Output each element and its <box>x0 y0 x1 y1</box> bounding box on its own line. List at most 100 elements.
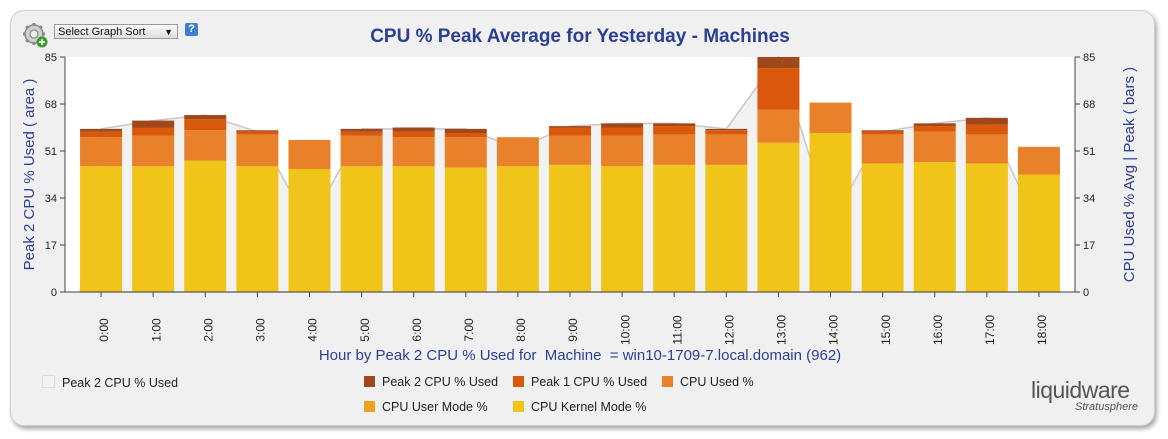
x-tick-label: 1:00 <box>149 318 163 342</box>
bar-segment <box>549 126 591 128</box>
legend-item-row2[interactable]: CPU User Mode % <box>364 400 488 414</box>
y-tick-label-left: 34 <box>45 193 57 205</box>
bar-segment <box>236 131 279 135</box>
bar-segment <box>861 134 904 164</box>
bar-segment <box>340 128 383 132</box>
bar-segment <box>861 130 904 132</box>
gear-add-icon[interactable] <box>22 22 48 48</box>
bar-segment <box>184 130 227 161</box>
chart-title: CPU % Peak Average for Yesterday - Machi… <box>370 26 790 47</box>
legend-label: CPU User Mode % <box>382 400 488 414</box>
y-tick-label-right: 17 <box>1083 240 1095 252</box>
bar-segment <box>184 115 227 120</box>
bar-segment <box>132 120 175 128</box>
y-tick-label-right: 0 <box>1083 287 1089 299</box>
bar-segment <box>861 131 904 135</box>
legend-item-row1[interactable]: Peak 1 CPU % Used <box>513 375 647 389</box>
bar-segment <box>913 123 956 127</box>
bar-segment <box>496 137 539 167</box>
legend-label: Peak 1 CPU % Used <box>531 375 648 389</box>
bar-segment <box>601 166 644 292</box>
x-tick-label: 14:00 <box>827 315 841 345</box>
bar-segment <box>132 135 175 167</box>
bar-segment <box>653 134 696 165</box>
bar-segment <box>965 117 1008 125</box>
graph-sort-select[interactable]: Select Graph Sort ▼ <box>54 24 178 39</box>
logo-text: liquidware <box>1031 377 1130 403</box>
bar-segment <box>288 168 331 292</box>
bar-segment <box>705 164 748 292</box>
legend-swatch <box>364 401 375 412</box>
bar-segment <box>392 127 435 132</box>
x-tick-label: 10:00 <box>618 315 632 345</box>
bar-segment <box>80 166 123 292</box>
legend-swatch <box>42 375 55 388</box>
bar-segment <box>132 127 175 136</box>
y-tick-label-right: 34 <box>1083 193 1095 205</box>
bar-segment <box>653 123 696 127</box>
bar-segment <box>132 166 175 292</box>
legend-label: Peak 2 CPU % Used <box>382 375 499 389</box>
x-axis-title: Hour by Peak 2 CPU % Used for Machine = … <box>319 347 841 364</box>
bar-segment <box>653 164 696 292</box>
y-tick-label-left: 17 <box>45 240 57 252</box>
legend-label: Peak 2 CPU % Used <box>62 376 179 390</box>
bar-segment <box>392 137 435 167</box>
bar-segment <box>340 135 383 167</box>
legend-item-row1[interactable]: Peak 2 CPU % Used <box>364 375 498 389</box>
x-tick-label: 5:00 <box>358 318 372 342</box>
y-tick-label-right: 85 <box>1083 52 1095 64</box>
x-tick-label: 4:00 <box>306 318 320 342</box>
legend-item-row1[interactable]: CPU Used % <box>662 375 754 389</box>
bar-segment <box>392 131 435 138</box>
y-axis-title-left: Peak 2 CPU % Used ( area ) <box>21 79 38 271</box>
y-tick-label-right: 51 <box>1083 146 1095 158</box>
y-tick-label-left: 85 <box>45 52 57 64</box>
legend-swatch <box>513 401 524 412</box>
bar-segment <box>444 137 487 168</box>
bar-segment <box>965 124 1008 135</box>
x-tick-label: 17:00 <box>983 315 997 345</box>
legend-swatch <box>662 376 673 387</box>
y-tick-label-left: 51 <box>45 146 57 158</box>
bar-segment <box>705 128 748 131</box>
bar-segment <box>340 131 383 136</box>
logo-product-text: Stratusphere <box>1075 401 1138 413</box>
x-tick-label: 18:00 <box>1035 315 1049 345</box>
bar-segment <box>1017 174 1060 292</box>
bar-segment <box>496 166 539 292</box>
x-tick-label: 6:00 <box>410 318 424 342</box>
x-tick-label: 8:00 <box>514 318 528 342</box>
bar-segment <box>809 133 852 292</box>
bar-segment <box>965 163 1008 292</box>
legend-item-row2[interactable]: CPU Kernel Mode % <box>513 400 646 414</box>
help-button[interactable]: ? <box>185 23 198 36</box>
bar-segment <box>80 131 123 138</box>
bar-segment <box>601 135 644 167</box>
x-tick-label: 2:00 <box>201 318 215 342</box>
bar-segment <box>913 131 956 163</box>
bar-segment <box>601 123 644 128</box>
y-tick-label-left: 0 <box>51 287 57 299</box>
y-tick-label-right: 68 <box>1083 99 1095 111</box>
bar-segment <box>1017 146 1060 175</box>
bar-segment <box>913 162 956 292</box>
bar-segment <box>80 137 123 167</box>
graph-sort-label: Select Graph Sort <box>58 26 146 38</box>
bar-segment <box>236 130 279 132</box>
bar-segment <box>288 139 331 169</box>
legend-swatch <box>513 376 524 387</box>
legend-item-area-peak2[interactable]: Peak 2 CPU % Used <box>42 375 179 390</box>
bar-segment <box>757 142 800 292</box>
y-tick-label-left: 68 <box>45 99 57 111</box>
bar-segment <box>913 126 956 132</box>
bar-segment <box>392 166 435 292</box>
bar-segment <box>601 127 644 136</box>
bar-segment <box>757 68 800 110</box>
bar-segment <box>757 109 800 143</box>
bar-segment <box>444 133 487 138</box>
bar-segment <box>705 134 748 165</box>
x-tick-label: 3:00 <box>254 318 268 342</box>
bar-segment <box>757 57 800 69</box>
